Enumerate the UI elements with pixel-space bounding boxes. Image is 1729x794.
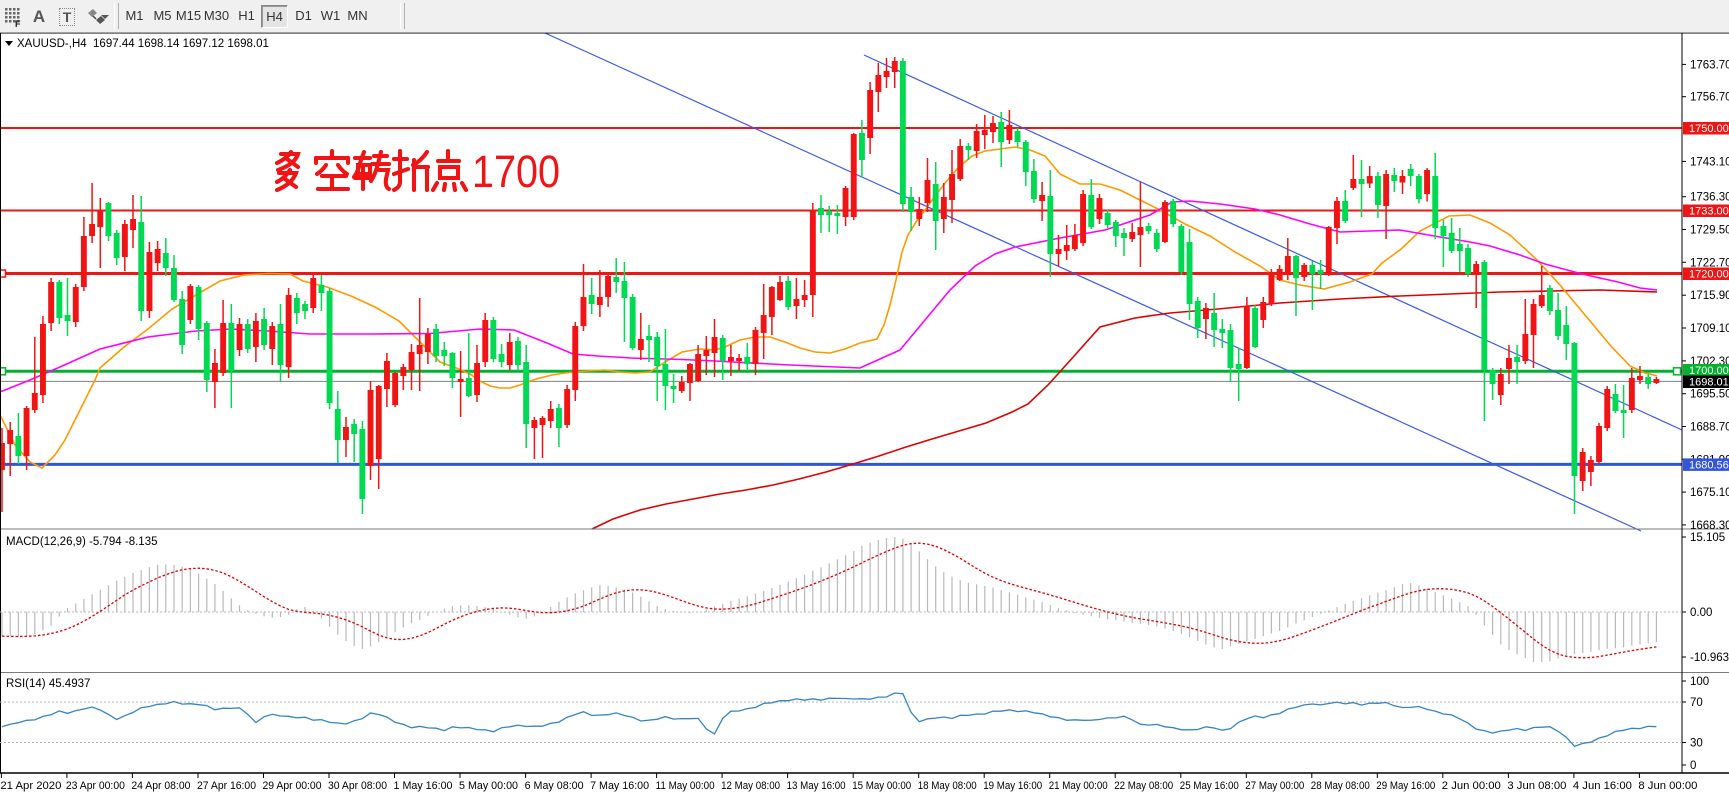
svg-text:1722.70: 1722.70	[1690, 257, 1729, 269]
svg-text:5 May 00:00: 5 May 00:00	[459, 780, 518, 792]
svg-text:1743.10: 1743.10	[1690, 156, 1729, 168]
svg-text:70: 70	[1690, 697, 1703, 709]
svg-text:0.00: 0.00	[1690, 607, 1712, 619]
svg-text:MACD(12,26,9) -5.794 -8.135: MACD(12,26,9) -5.794 -8.135	[6, 536, 158, 548]
svg-text:1688.70: 1688.70	[1690, 422, 1729, 434]
svg-text:1733.00: 1733.00	[1689, 206, 1729, 218]
svg-text:1720.00: 1720.00	[1689, 269, 1729, 281]
svg-text:1715.90: 1715.90	[1690, 290, 1729, 302]
svg-text:19 May 16:00: 19 May 16:00	[983, 780, 1042, 792]
svg-text:1729.50: 1729.50	[1690, 225, 1729, 237]
svg-text:21 Apr 2020: 21 Apr 2020	[0, 780, 61, 792]
svg-text:3 Jun 08:00: 3 Jun 08:00	[1507, 780, 1566, 792]
svg-text:1763.70: 1763.70	[1690, 59, 1729, 71]
svg-text:21 May 00:00: 21 May 00:00	[1049, 780, 1108, 792]
svg-text:0: 0	[1690, 760, 1696, 772]
svg-text:29 Apr 00:00: 29 Apr 00:00	[263, 780, 322, 792]
svg-text:1750.00: 1750.00	[1689, 123, 1729, 135]
svg-text:100: 100	[1690, 676, 1709, 688]
svg-text:12 May 08:00: 12 May 08:00	[721, 780, 780, 792]
svg-text:22 May 08:00: 22 May 08:00	[1114, 780, 1173, 792]
svg-text:F: F	[15, 19, 21, 28]
svg-text:1675.10: 1675.10	[1690, 487, 1729, 499]
svg-text:27 Apr 16:00: 27 Apr 16:00	[197, 780, 256, 792]
svg-text:15 May 00:00: 15 May 00:00	[852, 780, 911, 792]
svg-text:1700: 1700	[472, 146, 560, 197]
svg-text:2 Jun 00:00: 2 Jun 00:00	[1442, 780, 1501, 792]
svg-text:11 May 00:00: 11 May 00:00	[656, 780, 715, 792]
svg-text:1 May 16:00: 1 May 16:00	[394, 780, 453, 792]
svg-text:XAUUSD-,H4 1697.44 1698.14 16: XAUUSD-,H4 1697.44 1698.14 1697.12 1698.…	[17, 38, 269, 50]
svg-text:1698.01: 1698.01	[1689, 377, 1729, 389]
svg-text:18 May 08:00: 18 May 08:00	[918, 780, 977, 792]
svg-text:13 May 16:00: 13 May 16:00	[787, 780, 846, 792]
svg-text:1736.30: 1736.30	[1690, 192, 1729, 204]
svg-text:1709.10: 1709.10	[1690, 323, 1729, 335]
svg-text:1756.70: 1756.70	[1690, 92, 1729, 104]
svg-text:4 Jun 16:00: 4 Jun 16:00	[1573, 780, 1632, 792]
svg-text:1680.56: 1680.56	[1689, 460, 1729, 472]
svg-text:15.105: 15.105	[1690, 532, 1725, 544]
svg-text:1700.00: 1700.00	[1689, 365, 1729, 377]
svg-text:1695.50: 1695.50	[1690, 389, 1729, 401]
svg-text:-10.963: -10.963	[1690, 652, 1729, 664]
svg-text:8 Jun 00:00: 8 Jun 00:00	[1638, 780, 1697, 792]
svg-text:6 May 08:00: 6 May 08:00	[525, 780, 584, 792]
svg-text:RSI(14) 45.4937: RSI(14) 45.4937	[6, 678, 90, 690]
svg-text:30 Apr 08:00: 30 Apr 08:00	[328, 780, 387, 792]
svg-text:28 May 08:00: 28 May 08:00	[1311, 780, 1370, 792]
svg-text:7 May 16:00: 7 May 16:00	[590, 780, 649, 792]
svg-text:25 May 16:00: 25 May 16:00	[1180, 780, 1239, 792]
svg-text:1668.30: 1668.30	[1690, 520, 1729, 532]
svg-text:29 May 16:00: 29 May 16:00	[1376, 780, 1435, 792]
svg-text:23 Apr 00:00: 23 Apr 00:00	[66, 780, 125, 792]
svg-text:24 Apr 08:00: 24 Apr 08:00	[131, 780, 190, 792]
svg-text:30: 30	[1690, 738, 1703, 750]
svg-text:27 May 00:00: 27 May 00:00	[1245, 780, 1304, 792]
